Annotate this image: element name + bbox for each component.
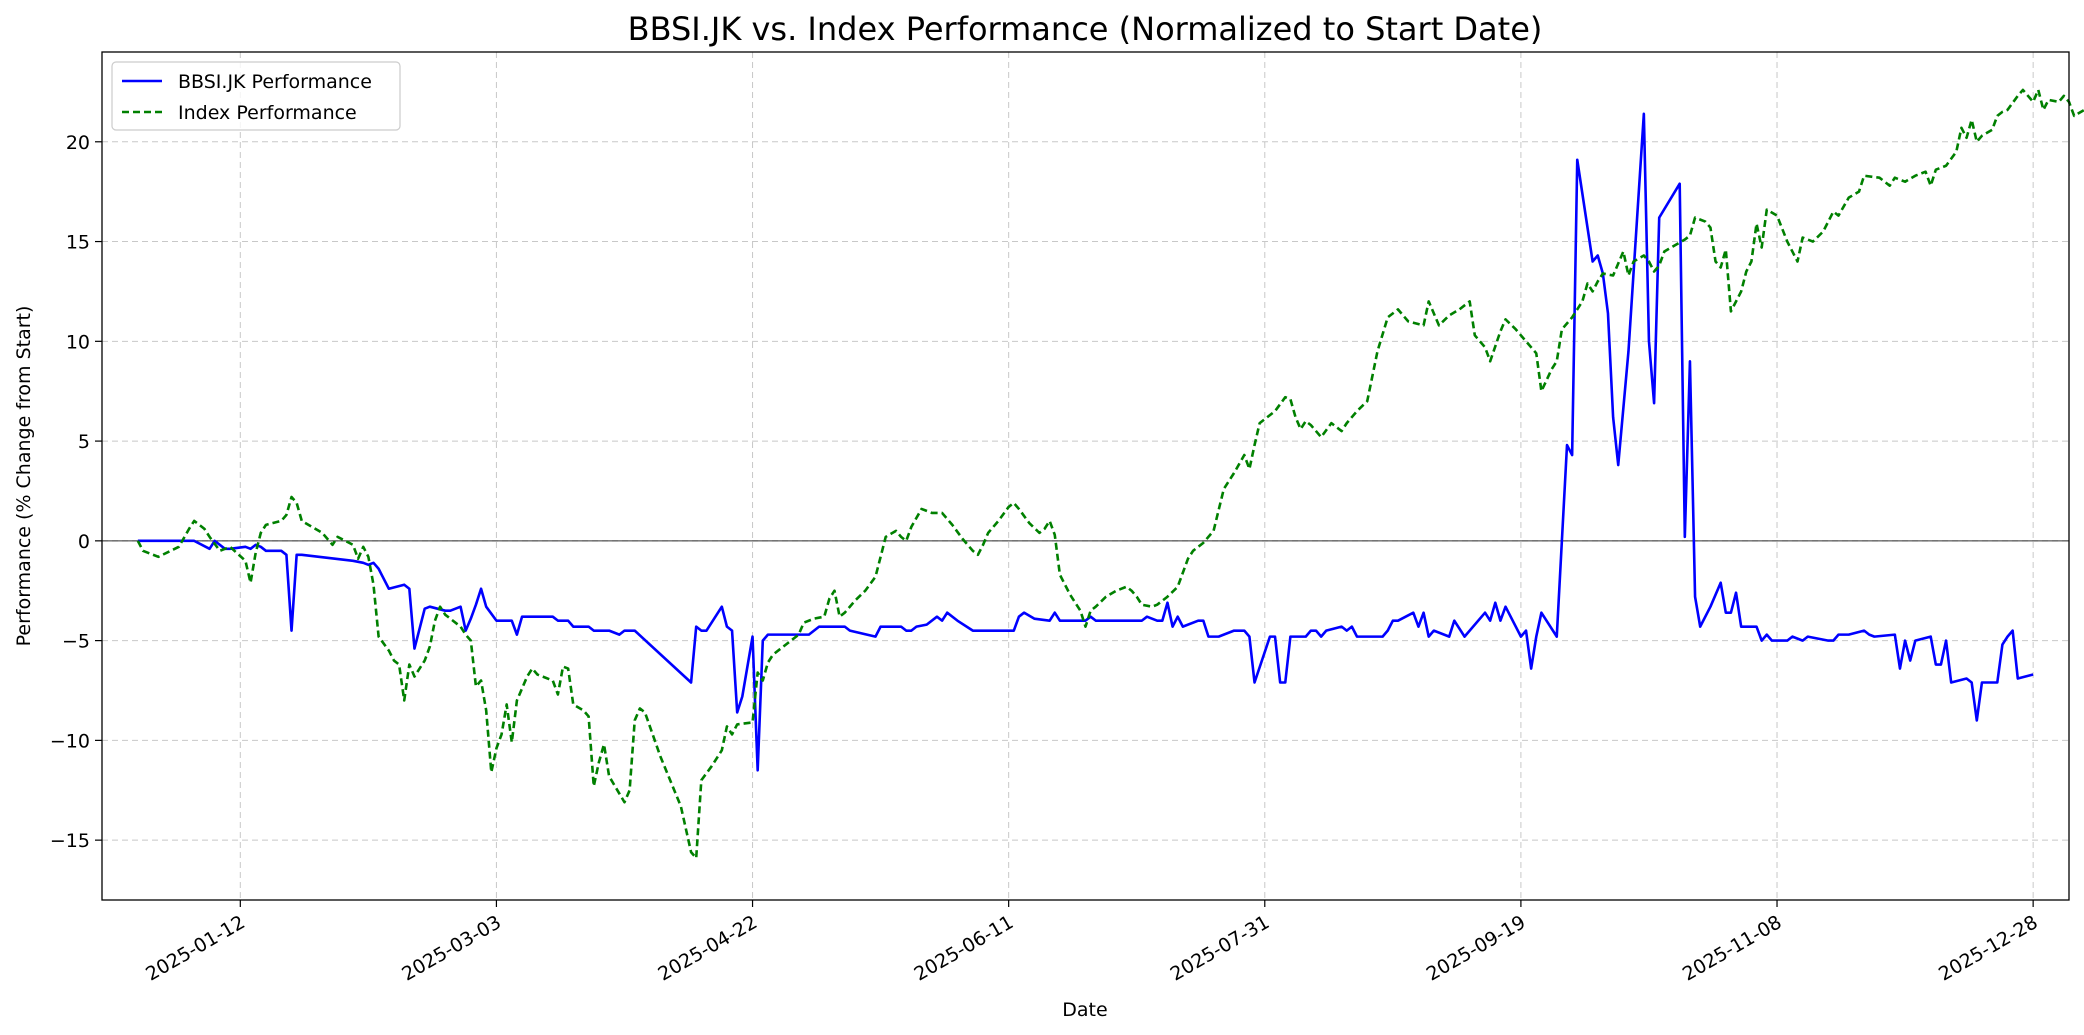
y-tick-label: 10 bbox=[66, 331, 90, 353]
y-tick-label: 15 bbox=[66, 232, 90, 254]
legend: BBSI.JK Performance Index Performance bbox=[111, 61, 401, 131]
y-axis-ticks: −15 −10 −5 0 5 10 15 20 bbox=[50, 132, 102, 852]
series-line-bbsi bbox=[137, 112, 2034, 772]
plot-frame bbox=[101, 51, 2070, 901]
series-line-index bbox=[136, 88, 2084, 860]
y-tick-label: −5 bbox=[62, 631, 90, 653]
x-axis-label: Date bbox=[1062, 999, 1107, 1021]
y-tick-label: 0 bbox=[78, 531, 90, 553]
series-lines bbox=[136, 88, 2084, 860]
y-tick-label: 5 bbox=[78, 431, 90, 453]
y-tick-label: −10 bbox=[50, 730, 90, 752]
y-axis-label: Performance (% Change from Start) bbox=[13, 306, 35, 647]
chart-title: BBSI.JK vs. Index Performance (Normalize… bbox=[628, 10, 1543, 48]
legend-box bbox=[111, 61, 401, 131]
legend-label-bbsi: BBSI.JK Performance bbox=[178, 71, 372, 93]
y-tick-label: 20 bbox=[66, 132, 90, 154]
legend-label-index: Index Performance bbox=[178, 102, 357, 124]
y-tick-label: −15 bbox=[50, 830, 90, 852]
